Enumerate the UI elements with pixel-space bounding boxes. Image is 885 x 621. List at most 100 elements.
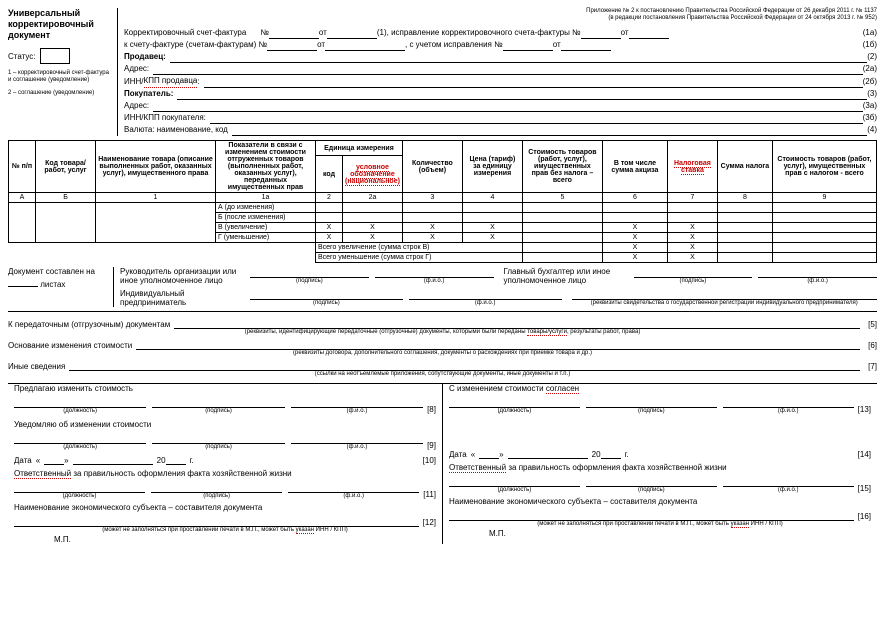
head-fio[interactable]	[375, 267, 494, 278]
th-c10: Сумма налога	[717, 141, 772, 193]
inn-seller-input[interactable]	[204, 77, 863, 88]
r-day[interactable]	[479, 448, 499, 459]
ot-label: от	[319, 27, 327, 39]
currency-label: Валюта: наименование, код	[124, 124, 228, 136]
th-c3: Показатели в связи с изменением стоимост…	[216, 141, 316, 193]
l-naim[interactable]	[14, 516, 419, 527]
l-fio[interactable]	[291, 397, 423, 408]
inye-label: Иные сведения	[8, 362, 65, 371]
table-row: А (до изменения)	[9, 203, 877, 213]
sf-no-input[interactable]	[267, 40, 317, 51]
soglasen-label: С изменением стоимости	[449, 384, 544, 393]
n15: [15]	[858, 484, 871, 493]
status-input[interactable]	[40, 48, 70, 64]
sheets-label: листах	[40, 280, 65, 289]
num-9: 9	[772, 193, 876, 203]
inn-buyer-label: ИНН/КПП покупателя:	[124, 112, 206, 124]
ksf-date-input[interactable]	[327, 28, 377, 39]
num-7: 7	[667, 193, 717, 203]
l-sign[interactable]	[152, 397, 284, 408]
th-c9: Налоговая ставка	[667, 141, 717, 193]
inn-buyer-input[interactable]	[210, 113, 863, 124]
main-table: № п/п Код товара/ работ, услуг Наименова…	[8, 140, 877, 263]
l-dolzh3[interactable]	[14, 482, 145, 493]
data-label-l: Дата	[14, 456, 32, 465]
n16: [16]	[858, 512, 871, 521]
buh-sign[interactable]	[634, 267, 753, 278]
kpered-input[interactable]	[174, 318, 860, 329]
predlag-label: Предлагаю изменить стоимость	[14, 384, 436, 393]
seller-addr-input[interactable]	[153, 64, 863, 75]
th-c8: В том числе сумма акциза	[602, 141, 667, 193]
th-c4a: код	[316, 156, 343, 193]
th-c7: Стоимость товаров (работ, услуг), имущес…	[522, 141, 602, 193]
ksf-no-input[interactable]	[269, 28, 319, 39]
uchet-date-input[interactable]	[561, 40, 611, 51]
l-sign2[interactable]	[152, 433, 284, 444]
currency-input[interactable]	[232, 125, 867, 136]
num-B: Б	[36, 193, 96, 203]
l-day[interactable]	[44, 454, 64, 465]
ispr-date-input[interactable]	[629, 28, 669, 39]
buyer-input[interactable]	[177, 89, 867, 100]
r-dolzh[interactable]	[449, 397, 580, 408]
r-dolzh3[interactable]	[449, 476, 580, 487]
p1a: (1а)	[863, 27, 877, 39]
l-dolzh[interactable]	[14, 397, 146, 408]
sf-date-input[interactable]	[325, 40, 405, 51]
ip-reg[interactable]	[572, 289, 878, 300]
r-year[interactable]	[601, 448, 621, 459]
addr-label: Адрес:	[124, 63, 149, 75]
ip-sign[interactable]	[250, 289, 403, 300]
r-naim[interactable]	[449, 510, 854, 521]
th-c4: Единица измерения	[316, 141, 403, 156]
uvedom-label: Уведомляю об изменении стоимости	[14, 420, 436, 429]
num-5: 5	[522, 193, 602, 203]
inye-input[interactable]	[69, 360, 860, 371]
p3b: (3б)	[863, 112, 877, 124]
head-sign[interactable]	[250, 267, 369, 278]
r-fio3[interactable]	[723, 476, 854, 487]
n10: [10]	[423, 456, 436, 465]
ip-fio[interactable]	[409, 289, 562, 300]
num-6: 6	[602, 193, 667, 203]
num-4: 4	[462, 193, 522, 203]
l-sign3[interactable]	[151, 482, 282, 493]
l-fio3[interactable]	[288, 482, 419, 493]
buh-fio[interactable]	[758, 267, 877, 278]
r-sign3[interactable]	[586, 476, 717, 487]
r-sign[interactable]	[586, 397, 717, 408]
seller-input[interactable]	[170, 52, 867, 63]
num-8: 8	[717, 193, 772, 203]
appendix-2: (в редакции постановления Правительства …	[124, 15, 877, 22]
data-label-r: Дата	[449, 450, 467, 459]
total-row: Всего уменьшение (сумма строк Г)ХХ	[9, 253, 877, 263]
note-2: 2 – соглашение (уведомление)	[8, 90, 113, 97]
sheets-input[interactable]	[8, 276, 38, 287]
kpered-label: К передаточным (отгрузочным) документам	[8, 320, 170, 329]
osnov-input[interactable]	[136, 339, 860, 350]
p2a: (2а)	[863, 63, 877, 75]
ispr-no-input[interactable]	[581, 28, 621, 39]
inn-seller-red: КПП продавца	[144, 75, 198, 88]
l-dolzh2[interactable]	[14, 433, 146, 444]
buyer-addr-input[interactable]	[153, 101, 863, 112]
th-c1: Код товара/ работ, услуг	[36, 141, 96, 193]
uchet-no-input[interactable]	[503, 40, 553, 51]
n13: [13]	[858, 405, 871, 414]
l-year[interactable]	[166, 454, 186, 465]
num-2: 2	[316, 193, 343, 203]
naim-label-l: Наименование экономического субъекта – с…	[14, 503, 436, 512]
mp-r: М.П.	[489, 529, 871, 538]
n6: [6]	[868, 341, 877, 350]
n7: [7]	[868, 362, 877, 371]
r-month[interactable]	[508, 448, 588, 459]
r-fio[interactable]	[723, 397, 854, 408]
l-month[interactable]	[73, 454, 153, 465]
l-fio2[interactable]	[291, 433, 423, 444]
n9: [9]	[427, 441, 436, 450]
p3a: (3а)	[863, 100, 877, 112]
th-c6: Цена (тариф) за единицу измерения	[462, 141, 522, 193]
ot-label-2: от	[621, 27, 629, 39]
n8: [8]	[427, 405, 436, 414]
